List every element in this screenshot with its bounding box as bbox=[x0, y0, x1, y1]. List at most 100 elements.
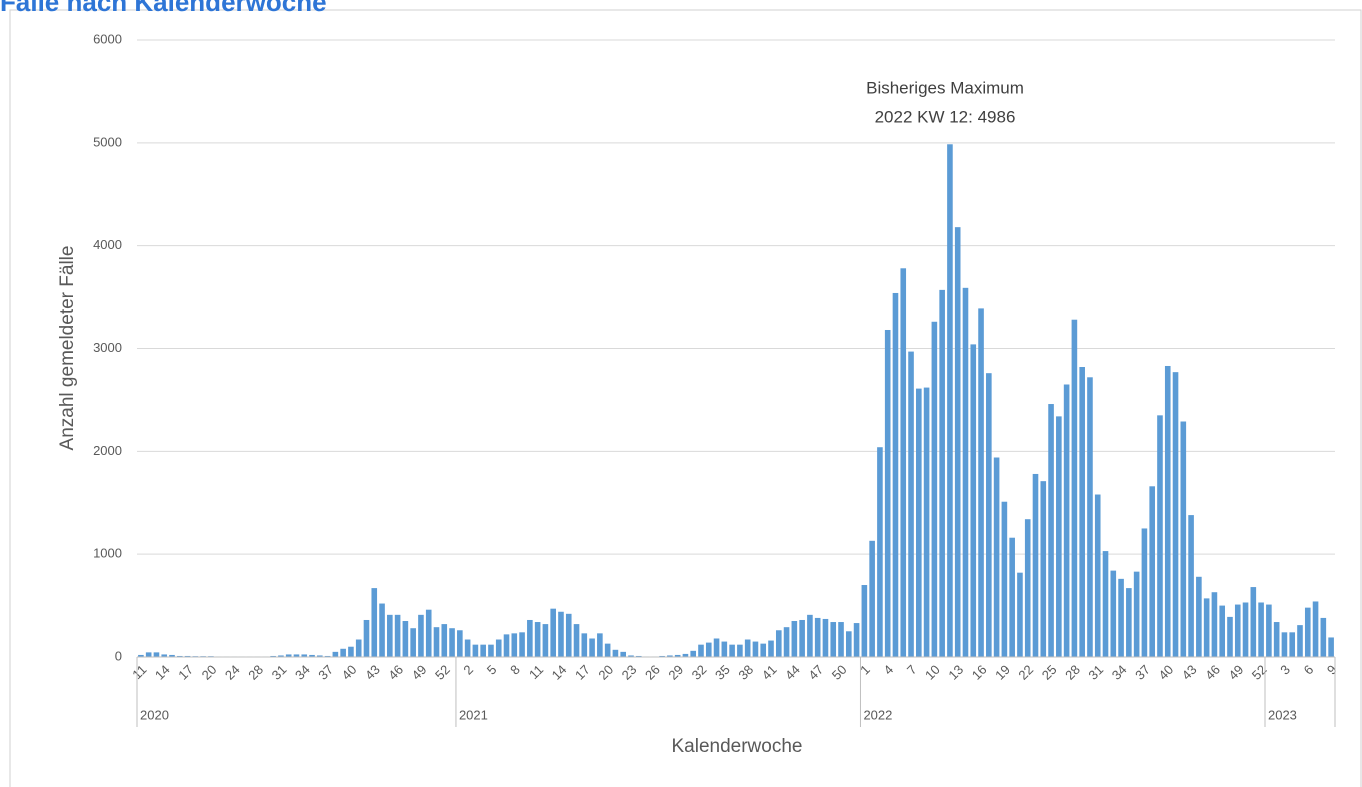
x-tick-label: 34 bbox=[292, 662, 313, 683]
bar bbox=[830, 622, 837, 657]
x-tick-label: 32 bbox=[689, 662, 710, 683]
bar bbox=[604, 643, 611, 657]
x-tick-label: 4 bbox=[881, 662, 897, 678]
bar bbox=[1071, 319, 1078, 657]
bar bbox=[970, 344, 977, 657]
bar bbox=[1273, 622, 1280, 657]
bar bbox=[519, 632, 525, 657]
bar bbox=[1126, 588, 1132, 657]
bar bbox=[1328, 637, 1334, 657]
bar bbox=[573, 624, 580, 657]
bar bbox=[713, 638, 720, 657]
x-tick-label: 38 bbox=[735, 662, 756, 683]
bar bbox=[1149, 486, 1155, 657]
bar bbox=[176, 655, 183, 657]
bar bbox=[682, 653, 689, 657]
bar bbox=[138, 654, 144, 657]
bar bbox=[612, 649, 619, 657]
bar bbox=[783, 627, 790, 657]
bar bbox=[1079, 367, 1085, 657]
x-tick-label: 47 bbox=[805, 662, 826, 683]
bar bbox=[418, 614, 424, 657]
bar bbox=[550, 608, 556, 657]
x-tick-label: 40 bbox=[339, 662, 360, 683]
x-tick-label: 20 bbox=[199, 662, 220, 683]
x-tick-label: 1 bbox=[857, 662, 873, 678]
x-tick-label: 10 bbox=[922, 662, 943, 683]
bar bbox=[674, 654, 681, 657]
bar bbox=[861, 585, 868, 657]
x-tick-label: 13 bbox=[945, 662, 966, 683]
bar bbox=[892, 292, 899, 657]
x-tick-label: 9 bbox=[1324, 662, 1340, 678]
bar bbox=[495, 639, 502, 657]
x-tick-label: 14 bbox=[152, 662, 173, 683]
bar bbox=[363, 619, 370, 657]
bar bbox=[449, 628, 455, 657]
bar bbox=[332, 651, 339, 657]
bar bbox=[1196, 576, 1202, 657]
y-tick-label: 4000 bbox=[93, 237, 122, 252]
bar bbox=[1102, 551, 1109, 657]
bar bbox=[635, 655, 642, 657]
bar bbox=[877, 447, 883, 657]
bar bbox=[923, 387, 930, 657]
bar bbox=[845, 631, 852, 657]
bar bbox=[628, 655, 634, 657]
bar bbox=[293, 654, 300, 657]
group-label: 2021 bbox=[459, 707, 488, 722]
bar bbox=[317, 655, 323, 657]
bar bbox=[503, 634, 510, 657]
bar bbox=[1133, 571, 1140, 657]
bar bbox=[1141, 528, 1148, 657]
bar bbox=[153, 652, 160, 657]
x-tick-label: 11 bbox=[526, 662, 546, 682]
group-label: 2020 bbox=[140, 707, 169, 722]
bar bbox=[1281, 632, 1288, 657]
bar bbox=[916, 388, 922, 657]
x-tick-label: 3 bbox=[1277, 662, 1293, 678]
bar bbox=[355, 639, 362, 657]
bar bbox=[1032, 473, 1039, 657]
x-tick-label: 31 bbox=[269, 662, 290, 683]
bar bbox=[993, 457, 1000, 657]
x-tick-label: 52 bbox=[1249, 662, 1270, 683]
x-tick-label: 50 bbox=[829, 662, 850, 683]
bar bbox=[1040, 481, 1047, 657]
bar bbox=[534, 622, 541, 657]
bar bbox=[145, 652, 152, 657]
bar bbox=[1009, 537, 1015, 657]
bar bbox=[1048, 404, 1054, 657]
x-tick-label: 28 bbox=[245, 662, 266, 683]
group-label: 2022 bbox=[863, 707, 892, 722]
bar bbox=[278, 655, 284, 657]
chart-frame bbox=[9, 9, 1362, 787]
x-tick-label: 25 bbox=[1039, 662, 1060, 683]
bar bbox=[853, 623, 860, 657]
bar bbox=[737, 644, 743, 657]
bar bbox=[309, 654, 315, 657]
bar bbox=[760, 643, 767, 657]
bar bbox=[1312, 601, 1319, 657]
x-tick-label: 22 bbox=[1015, 662, 1036, 683]
bar bbox=[1017, 572, 1023, 657]
y-tick-label: 6000 bbox=[93, 31, 122, 46]
bar bbox=[324, 655, 331, 657]
y-tick-label: 5000 bbox=[93, 134, 122, 149]
bar bbox=[301, 654, 308, 657]
bar bbox=[1234, 604, 1241, 657]
bar bbox=[939, 289, 945, 657]
bar bbox=[799, 619, 805, 657]
bar bbox=[1056, 416, 1062, 657]
bar bbox=[1001, 501, 1008, 657]
bar bbox=[900, 268, 907, 657]
x-tick-label: 35 bbox=[712, 662, 733, 683]
bar bbox=[270, 655, 276, 657]
bar bbox=[387, 614, 393, 657]
bar bbox=[480, 644, 486, 657]
bar bbox=[986, 373, 992, 657]
bar bbox=[527, 619, 533, 657]
y-tick-label: 1000 bbox=[93, 546, 122, 561]
x-tick-label: 16 bbox=[969, 662, 990, 683]
